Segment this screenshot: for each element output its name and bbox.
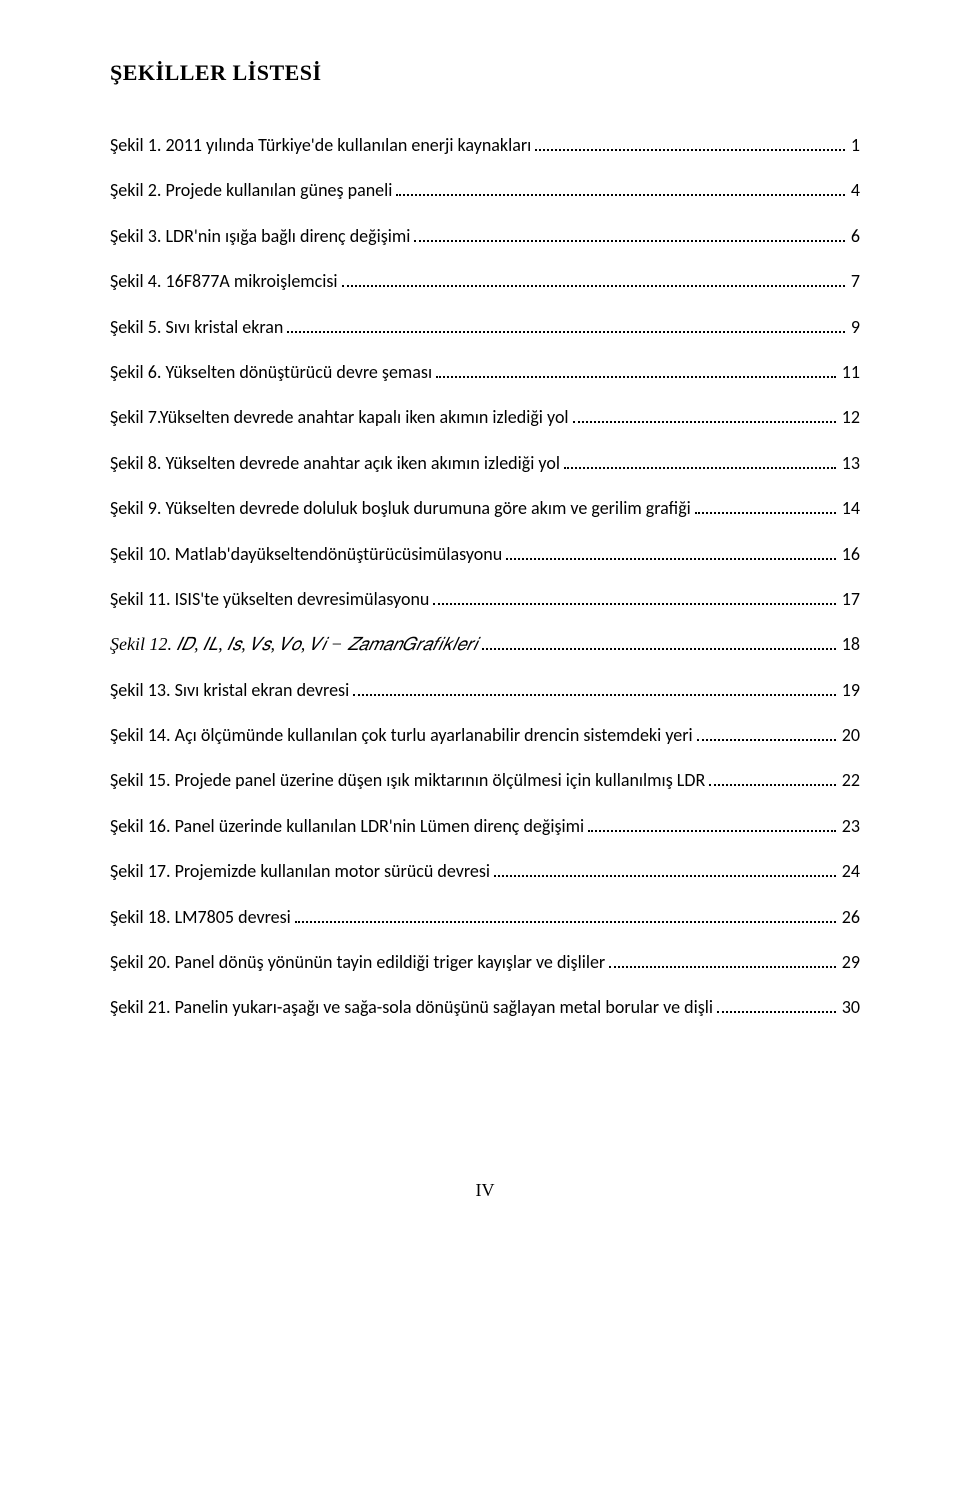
figure-entry: Şekil 1. 2011 yılında Türkiye'de kullanı…	[110, 134, 860, 157]
leader-dots	[433, 589, 835, 605]
leader-dots	[697, 725, 836, 741]
leader-dots	[482, 634, 836, 650]
figure-entry-page: 30	[840, 996, 860, 1019]
figure-entry-label: Şekil 11. ISIS'te yükselten devresimülas…	[110, 588, 429, 611]
figure-entry: Şekil 2. Projede kullanılan güneş paneli…	[110, 179, 860, 202]
leader-dots	[709, 770, 836, 786]
leader-dots	[414, 225, 844, 241]
figure-entry-page: 23	[840, 815, 860, 838]
leader-dots	[295, 906, 836, 922]
figure-entry-label: Şekil 20. Panel dönüş yönünün tayin edil…	[110, 951, 605, 974]
leader-dots	[506, 543, 836, 559]
figure-entry-label: Şekil 9. Yükselten devrede doluluk boşlu…	[110, 497, 691, 520]
figure-entry-page: 22	[840, 769, 860, 792]
figure-entry-label: Şekil 12. 𝐼𝐷, 𝐼𝐿, 𝐼𝑠, 𝑉𝑠, 𝑉𝑜, 𝑉𝑖 − 𝑍𝑎𝑚𝑎𝑛…	[110, 633, 478, 656]
leader-dots	[342, 271, 845, 287]
leader-dots	[717, 997, 836, 1013]
figure-entry-page: 26	[840, 906, 860, 929]
figure-entry-page: 1	[849, 134, 860, 157]
leader-dots	[287, 316, 844, 332]
figure-entry-label: Şekil 17. Projemizde kullanılan motor sü…	[110, 860, 490, 883]
figure-entry-page: 24	[840, 860, 860, 883]
figure-entry: Şekil 17. Projemizde kullanılan motor sü…	[110, 860, 860, 883]
leader-dots	[535, 135, 845, 151]
figure-entry: Şekil 5. Sıvı kristal ekran 9	[110, 316, 860, 339]
leader-dots	[436, 362, 836, 378]
list-title: ŞEKİLLER LİSTESİ	[110, 60, 860, 86]
figure-entry-page: 29	[840, 951, 860, 974]
figure-entry-label: Şekil 13. Sıvı kristal ekran devresi	[110, 679, 349, 702]
figure-entry: Şekil 16. Panel üzerinde kullanılan LDR'…	[110, 815, 860, 838]
figure-entry-page: 19	[840, 679, 860, 702]
figure-entry-label: Şekil 18. LM7805 devresi	[110, 906, 291, 929]
leader-dots	[588, 815, 836, 831]
page-container: ŞEKİLLER LİSTESİ Şekil 1. 2011 yılında T…	[0, 0, 960, 1505]
figure-entry: Şekil 10. Matlab'dayükseltendönüştürücüs…	[110, 543, 860, 566]
figure-entry-page: 18	[840, 633, 860, 656]
figure-entry: Şekil 4. 16F877A mikroişlemcisi 7	[110, 270, 860, 293]
figure-entry: Şekil 15. Projede panel üzerine düşen ış…	[110, 769, 860, 792]
figure-entry: Şekil 9. Yükselten devrede doluluk boşlu…	[110, 497, 860, 520]
leader-dots	[353, 679, 836, 695]
figure-entry: Şekil 13. Sıvı kristal ekran devresi 19	[110, 679, 860, 702]
figure-entry-page: 4	[849, 179, 860, 202]
figure-entry: Şekil 11. ISIS'te yükselten devresimülas…	[110, 588, 860, 611]
leader-dots	[494, 861, 836, 877]
figure-entry: Şekil 18. LM7805 devresi 26	[110, 906, 860, 929]
figure-entry: Şekil 21. Panelin yukarı-aşağı ve sağa-s…	[110, 996, 860, 1019]
figure-entry-page: 11	[840, 361, 860, 384]
figure-entry-label: Şekil 8. Yükselten devrede anahtar açık …	[110, 452, 560, 475]
figure-entry: Şekil 7.Yükselten devrede anahtar kapalı…	[110, 406, 860, 429]
figure-entry-label: Şekil 21. Panelin yukarı-aşağı ve sağa-s…	[110, 996, 713, 1019]
figure-entry-page: 16	[840, 543, 860, 566]
figure-entry: Şekil 14. Açı ölçümünde kullanılan çok t…	[110, 724, 860, 747]
leader-dots	[564, 452, 836, 468]
figure-entry-label: Şekil 4. 16F877A mikroişlemcisi	[110, 270, 338, 293]
figure-entry-page: 13	[840, 452, 860, 475]
figure-entry-label: Şekil 14. Açı ölçümünde kullanılan çok t…	[110, 724, 693, 747]
figure-entry-label: Şekil 7.Yükselten devrede anahtar kapalı…	[110, 406, 569, 429]
figure-entry-page: 7	[849, 270, 860, 293]
figure-entry: Şekil 3. LDR'nin ışığa bağlı direnç deği…	[110, 225, 860, 248]
figure-entry-label: Şekil 16. Panel üzerinde kullanılan LDR'…	[110, 815, 584, 838]
figure-entry-label: Şekil 3. LDR'nin ışığa bağlı direnç deği…	[110, 225, 410, 248]
figure-entry-page: 14	[840, 497, 860, 520]
figure-entry-page: 6	[849, 225, 860, 248]
figure-entry-label: Şekil 6. Yükselten dönüştürücü devre şem…	[110, 361, 432, 384]
figure-entry-label: Şekil 15. Projede panel üzerine düşen ış…	[110, 769, 705, 792]
leader-dots	[573, 407, 836, 423]
figure-entry-label: Şekil 1. 2011 yılında Türkiye'de kullanı…	[110, 134, 531, 157]
figure-entry-page: 12	[840, 406, 860, 429]
entries-list: Şekil 1. 2011 yılında Türkiye'de kullanı…	[110, 134, 860, 1020]
figure-entry-page: 17	[840, 588, 860, 611]
figure-entry: Şekil 6. Yükselten dönüştürücü devre şem…	[110, 361, 860, 384]
figure-entry-page: 20	[840, 724, 860, 747]
figure-entry: Şekil 8. Yükselten devrede anahtar açık …	[110, 452, 860, 475]
figure-entry-label: Şekil 2. Projede kullanılan güneş paneli	[110, 179, 392, 202]
figure-entry: Şekil 20. Panel dönüş yönünün tayin edil…	[110, 951, 860, 974]
leader-dots	[609, 952, 836, 968]
figure-entry-label: Şekil 5. Sıvı kristal ekran	[110, 316, 283, 339]
figure-entry-label: Şekil 10. Matlab'dayükseltendönüştürücüs…	[110, 543, 502, 566]
page-number-footer: IV	[110, 1180, 860, 1201]
figure-entry-page: 9	[849, 316, 860, 339]
figure-entry: Şekil 12. 𝐼𝐷, 𝐼𝐿, 𝐼𝑠, 𝑉𝑠, 𝑉𝑜, 𝑉𝑖 − 𝑍𝑎𝑚𝑎𝑛…	[110, 633, 860, 656]
leader-dots	[695, 498, 836, 514]
leader-dots	[396, 180, 845, 196]
